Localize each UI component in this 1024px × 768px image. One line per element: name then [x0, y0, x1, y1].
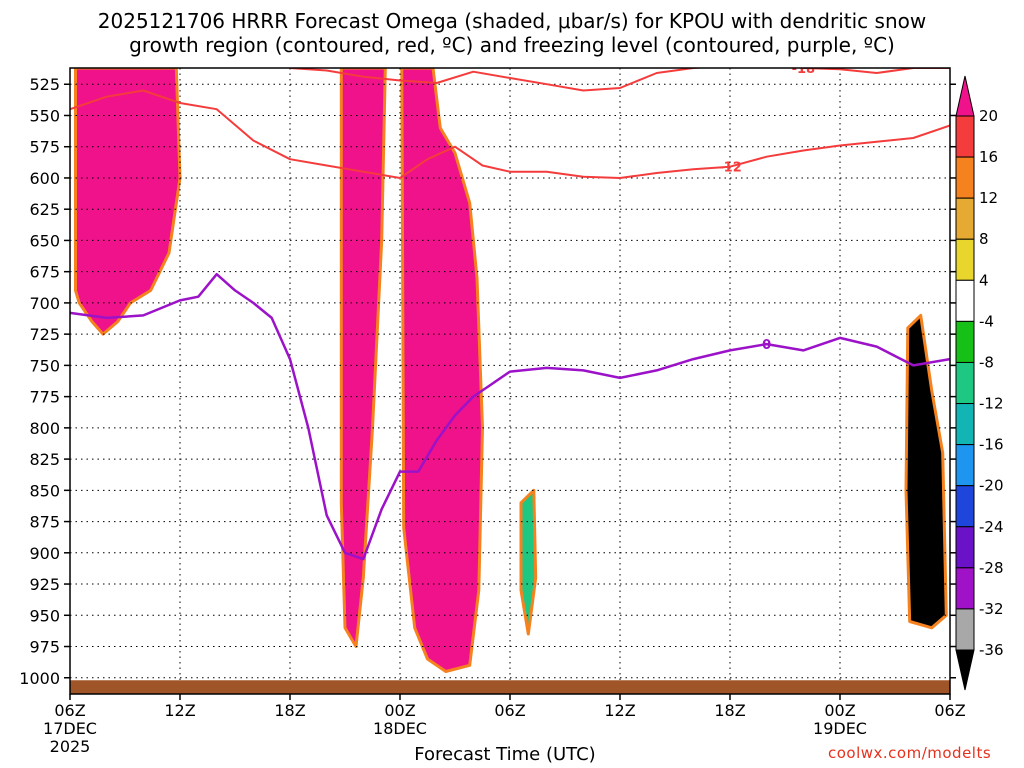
terrain-fill [70, 680, 950, 694]
x-tick-label-18: 00Z [384, 701, 415, 720]
y-tick-label-525: 525 [29, 75, 60, 94]
y-tick-label-700: 700 [29, 294, 60, 313]
y-tick-label-825: 825 [29, 450, 60, 469]
y-tick-label-900: 900 [29, 544, 60, 563]
y-tick-label-750: 750 [29, 356, 60, 375]
x-tick-label-0: 06Z [54, 701, 85, 720]
colorbar-label-10: -24 [979, 518, 1004, 536]
colorbar-label-9: -20 [979, 477, 1004, 495]
dgz-contour-0 [70, 89, 950, 179]
colorbar-swatch-12 [955, 567, 975, 610]
colorbar-label-0: 20 [979, 107, 998, 125]
colorbar-label-3: 8 [979, 230, 989, 248]
colorbar-swatch-3 [955, 197, 975, 240]
colorbar-label-12: -32 [979, 600, 1004, 618]
colorbar-bottom-triangle [955, 649, 975, 691]
colorbar: 20 16 12 8 4 -4 -8 -12 -16 -20 -24 -28 -32 -36 [955, 75, 1004, 691]
x-tick-label-42: 00Z [824, 701, 855, 720]
x-tick-label-30: 12Z [604, 701, 635, 720]
x-tick-date-42: 19DEC [813, 719, 867, 738]
freezing-level-contour [70, 272, 950, 561]
colorbar-swatch-9 [955, 444, 975, 487]
contours: -12 -18 0 [70, 62, 950, 561]
dgz-contour-label-0: -12 [718, 161, 742, 176]
omega-region-descent-17dec-late [339, 68, 387, 648]
x-tick-label-6: 12Z [164, 701, 195, 720]
colorbar-swatch-2 [955, 156, 975, 199]
x-tick-label-36: 18Z [714, 701, 745, 720]
x-axis-label: Forecast Time (UTC) [414, 744, 596, 765]
omega-region-descent-17dec-morning [74, 68, 182, 336]
colorbar-swatch-4 [955, 238, 975, 281]
x-tick-label-24: 06Z [494, 701, 525, 720]
x-tick-label-48: 06Z [934, 701, 965, 720]
x-tick-year-0: 2025 [50, 737, 91, 756]
x-tick-label-12: 18Z [274, 701, 305, 720]
colorbar-swatch-7 [955, 361, 975, 405]
colorbar-swatch-13 [955, 608, 975, 651]
y-tick-label-725: 725 [29, 325, 60, 344]
colorbar-label-7: -12 [979, 395, 1004, 413]
colorbar-swatch-8 [955, 403, 975, 446]
y-tick-label-600: 600 [29, 169, 60, 188]
y-tick-label-800: 800 [29, 419, 60, 438]
credit-text: coolwx.com/modelts [828, 744, 992, 762]
colorbar-label-8: -16 [979, 436, 1004, 454]
y-tick-label-850: 850 [29, 481, 60, 500]
omega-region-descent-18dec-early [400, 68, 484, 673]
x-tick-date-18: 18DEC [373, 719, 427, 738]
y-tick-label-875: 875 [29, 513, 60, 532]
colorbar-label-13: -36 [979, 641, 1004, 659]
y-tick-label-575: 575 [29, 138, 60, 157]
colorbar-top-triangle [955, 75, 975, 117]
y-tick-label-975: 975 [29, 638, 60, 657]
dgz-contour-label-1: -18 [792, 62, 816, 77]
y-tick-label-625: 625 [29, 200, 60, 219]
omega-region-ascent-18dec-lowlevel [519, 488, 538, 636]
colorbar-label-4: 4 [979, 271, 989, 289]
x-tick-date-0: 17DEC [43, 719, 97, 738]
y-axis: 525 550 575 600 625 650 675 700 725 750 775 800 825 8… [19, 75, 956, 688]
colorbar-label-2: 12 [979, 189, 998, 207]
colorbar-label-11: -28 [979, 559, 1004, 577]
colorbar-label-5: -4 [979, 312, 994, 330]
y-tick-label-550: 550 [29, 106, 60, 125]
y-tick-label-1000: 1000 [19, 669, 60, 688]
colorbar-label-6: -8 [979, 353, 994, 371]
y-tick-label-775: 775 [29, 388, 60, 407]
gridlines [70, 68, 950, 694]
chart-title-line1: 2025121706 HRRR Forecast Omega (shaded, … [97, 9, 927, 33]
y-tick-label-925: 925 [29, 575, 60, 594]
colorbar-swatch-5 [955, 279, 975, 322]
colorbar-swatch-1 [955, 115, 975, 158]
omega-region-ascent-19dec-early [904, 313, 948, 630]
omega-shading [74, 68, 948, 673]
colorbar-label-1: 16 [979, 148, 998, 166]
y-tick-label-675: 675 [29, 263, 60, 282]
colorbar-swatch-6 [955, 320, 975, 363]
dgz-contour-1 [289, 68, 950, 92]
y-tick-label-650: 650 [29, 231, 60, 250]
colorbar-swatch-10 [955, 485, 975, 528]
chart-title-line2: growth region (contoured, red, ºC) and f… [129, 33, 895, 57]
freezing-level-label: 0 [762, 338, 771, 353]
y-tick-label-950: 950 [29, 606, 60, 625]
colorbar-swatch-11 [955, 526, 975, 569]
